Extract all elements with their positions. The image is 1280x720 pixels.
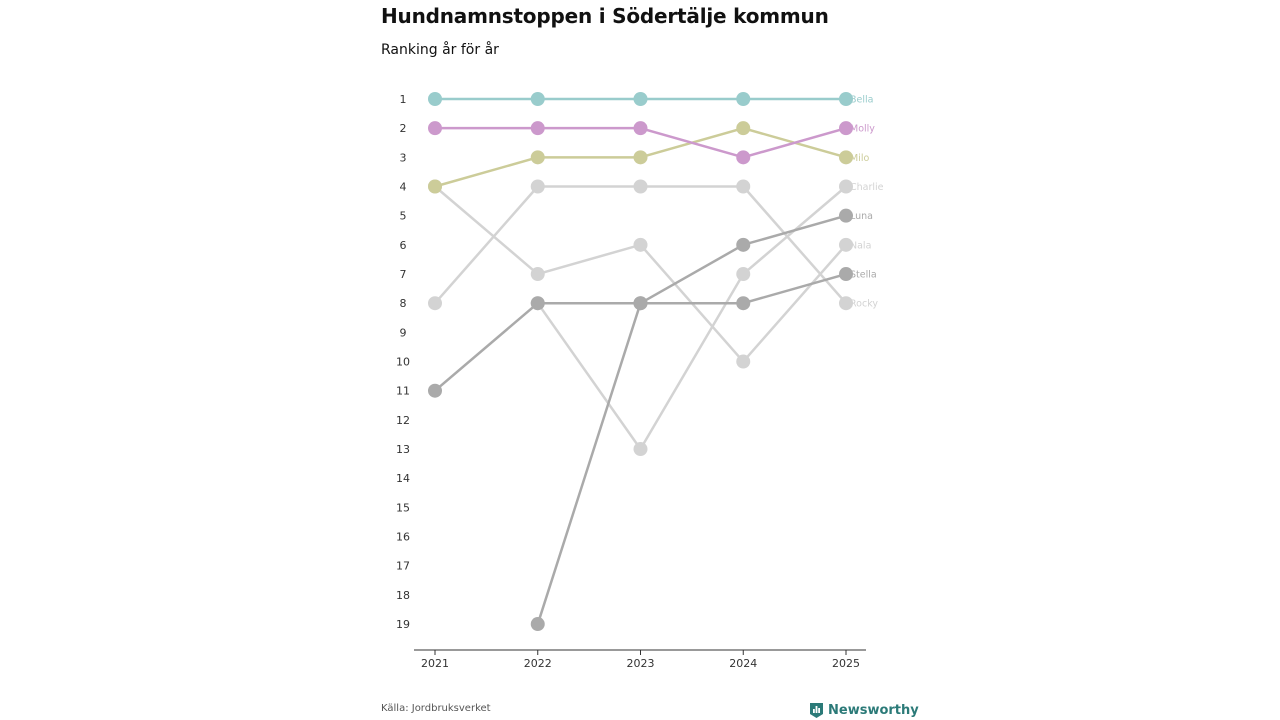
series-line-nala [434, 185, 847, 363]
data-point-nala[interactable] [839, 237, 853, 252]
y-tick-label: 9 [400, 326, 407, 339]
end-label-stella: Stella [850, 270, 877, 281]
data-point-bella[interactable] [839, 92, 853, 106]
data-point-stella[interactable] [839, 267, 853, 282]
series-molly [428, 121, 853, 165]
series-luna [428, 208, 853, 398]
data-point-milo[interactable] [530, 150, 545, 165]
y-tick-label: 12 [396, 414, 410, 427]
x-tick-label: 2022 [524, 657, 552, 670]
data-point-luna[interactable] [530, 296, 545, 311]
chart-title: Hundnamnstoppen i Södertälje kommun [381, 4, 829, 28]
brand-name: Newsworthy [828, 703, 919, 718]
series-bella [428, 92, 853, 106]
series-stella [530, 267, 853, 632]
y-tick-label: 16 [396, 531, 410, 544]
data-point-milo[interactable] [736, 121, 751, 136]
data-point-milo[interactable] [839, 150, 853, 165]
data-point-rocky[interactable] [633, 179, 648, 194]
source-note: Källa: Jordbruksverket [381, 703, 491, 714]
data-point-rocky[interactable] [736, 179, 751, 194]
data-point-rocky[interactable] [839, 296, 853, 311]
series-line-charlie [536, 185, 847, 451]
data-point-luna[interactable] [736, 237, 751, 252]
data-point-milo[interactable] [428, 179, 442, 194]
data-point-bella[interactable] [428, 92, 442, 106]
y-tick-label: 10 [396, 356, 410, 369]
series-rocky [428, 179, 853, 311]
data-point-nala[interactable] [736, 354, 751, 369]
y-tick-label: 11 [396, 385, 410, 398]
data-point-charlie[interactable] [736, 267, 751, 282]
end-label-nala: Nala [850, 240, 871, 251]
data-point-nala[interactable] [633, 237, 648, 252]
y-tick-label: 17 [396, 560, 410, 573]
end-label-milo: Milo [850, 153, 869, 164]
series-nala [428, 179, 853, 369]
end-label-luna: Luna [850, 211, 873, 222]
data-point-molly[interactable] [530, 121, 545, 136]
brand-logo[interactable]: Newsworthy [809, 702, 919, 719]
y-tick-label: 1 [400, 93, 407, 106]
end-label-bella: Bella [850, 95, 873, 106]
y-tick-label: 2 [400, 122, 407, 135]
x-tick-label: 2025 [832, 657, 860, 670]
series-charlie [530, 179, 853, 457]
data-point-luna[interactable] [633, 296, 648, 311]
data-point-charlie[interactable] [839, 179, 853, 194]
data-point-rocky[interactable] [530, 179, 545, 194]
y-tick-label: 3 [400, 151, 407, 164]
series-milo [428, 121, 853, 194]
end-labels: Bella Molly Milo Charlie Luna Nala Stella Rocky [850, 95, 884, 310]
data-point-bella[interactable] [633, 92, 648, 106]
data-point-molly[interactable] [736, 150, 751, 165]
x-tick-label: 2024 [729, 657, 757, 670]
data-point-rocky[interactable] [428, 296, 442, 311]
x-axis: 2021 2022 2023 2024 2025 [414, 649, 866, 670]
y-tick-label: 6 [400, 239, 407, 252]
data-point-luna[interactable] [839, 208, 853, 223]
y-tick-label: 7 [400, 268, 407, 281]
data-point-molly[interactable] [633, 121, 648, 136]
end-label-rocky: Rocky [850, 299, 878, 310]
y-tick-label: 5 [400, 210, 407, 223]
data-point-stella[interactable] [736, 296, 751, 311]
newsworthy-logo-icon [810, 703, 823, 718]
end-label-charlie: Charlie [850, 182, 884, 193]
data-point-stella[interactable] [530, 617, 545, 632]
y-tick-label: 18 [396, 589, 410, 602]
y-tick-label: 8 [400, 297, 407, 310]
chart-subtitle: Ranking år för år [381, 42, 499, 58]
end-label-molly: Molly [850, 124, 875, 135]
y-tick-label: 4 [400, 181, 407, 194]
series-line-stella [536, 272, 847, 625]
data-point-bella[interactable] [530, 92, 545, 106]
x-tick-label: 2021 [421, 657, 449, 670]
y-tick-label: 13 [396, 443, 410, 456]
y-tick-label: 14 [396, 472, 410, 485]
data-point-milo[interactable] [633, 150, 648, 165]
data-point-bella[interactable] [736, 92, 751, 106]
data-point-luna[interactable] [428, 383, 442, 398]
data-point-nala[interactable] [530, 267, 545, 282]
series-layer [428, 92, 853, 632]
x-tick-label: 2023 [627, 657, 655, 670]
data-point-molly[interactable] [428, 121, 442, 136]
y-tick-label: 15 [396, 501, 410, 514]
data-point-molly[interactable] [839, 121, 853, 136]
y-tick-label: 19 [396, 618, 410, 631]
data-point-charlie[interactable] [633, 442, 648, 457]
